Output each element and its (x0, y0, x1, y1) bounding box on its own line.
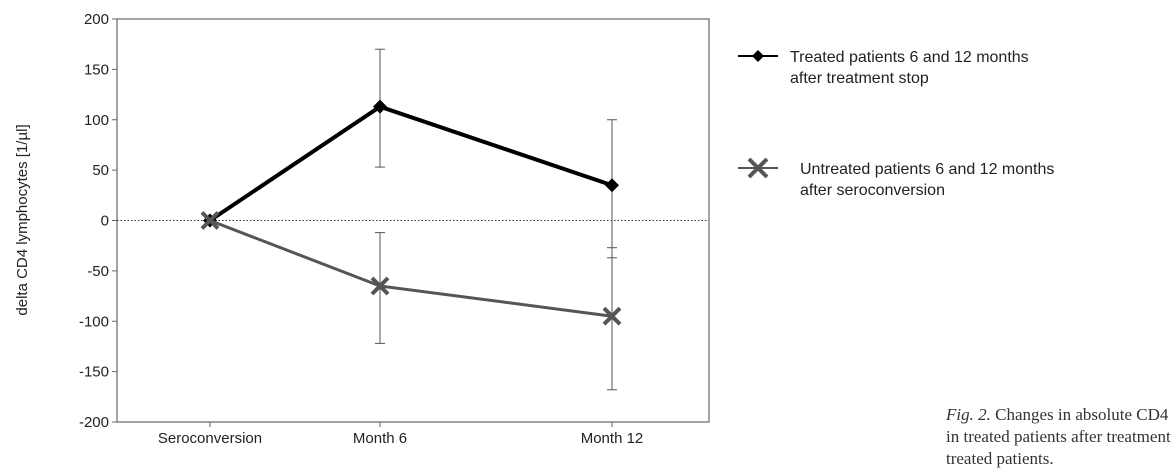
series-group (200, 48, 622, 391)
legend-marker (747, 157, 769, 179)
series-line (209, 219, 613, 318)
legend-label-line: after seroconversion (800, 182, 945, 199)
y-tick-label: -200 (79, 414, 109, 431)
legend: Treated patients 6 and 12 months after tr… (738, 49, 1054, 199)
legend-label-line: Treated patients 6 and 12 months (790, 49, 1029, 66)
series-1 (203, 48, 619, 259)
data-point (370, 276, 390, 296)
x-axis: Seroconversion Month 6 Month 12 (158, 422, 643, 447)
y-tick-label: -50 (87, 263, 109, 280)
legend-label-line: after treatment stop (790, 70, 929, 87)
y-tick-label: 100 (84, 112, 109, 129)
x-tick-label: Month 6 (353, 430, 407, 447)
y-tick-label: 150 (84, 61, 109, 78)
data-point-stroke-b (602, 306, 622, 326)
legend-item-2: Untreated patients 6 and 12 months after … (738, 157, 1054, 199)
y-tick-label: -100 (79, 313, 109, 330)
legend-marker-stroke-b (747, 157, 769, 179)
data-point (605, 178, 619, 193)
caption-label: Fig. 2. (946, 405, 991, 424)
caption-line-2: in treated patients after treatment sto (946, 427, 1171, 446)
figure-caption: Fig. 2. Changes in absolute CD4 ly in tr… (946, 404, 1171, 470)
y-tick-label: 50 (92, 162, 109, 179)
series-2 (200, 211, 622, 391)
caption-line-3: treated patients. (946, 449, 1054, 468)
series-line (208, 104, 613, 223)
data-point (373, 99, 387, 114)
data-point-stroke-b (200, 211, 220, 230)
y-axis-label: delta CD4 lymphocytes [1/µl] (14, 124, 31, 315)
y-axis: 200 150 100 50 0 -50 -100 -150 -200 (79, 11, 117, 431)
caption-line-1: Fig. 2. Changes in absolute CD4 ly (946, 404, 1171, 426)
caption-text-1: Changes in absolute CD4 ly (990, 405, 1171, 424)
legend-item-1: Treated patients 6 and 12 months after tr… (738, 49, 1029, 87)
x-tick-label: Month 12 (581, 430, 644, 447)
y-tick-label: -150 (79, 364, 109, 381)
legend-marker (752, 50, 764, 62)
chart: 200 150 100 50 0 -50 -100 -150 -200 Seroconversi… (14, 11, 1054, 447)
x-tick-label: Seroconversion (158, 430, 262, 447)
data-point-stroke-b (370, 276, 390, 296)
y-tick-label: 0 (101, 213, 109, 230)
legend-label-line: Untreated patients 6 and 12 months (800, 161, 1054, 178)
y-tick-label: 200 (84, 11, 109, 28)
data-point (602, 306, 622, 326)
data-point (200, 211, 220, 230)
